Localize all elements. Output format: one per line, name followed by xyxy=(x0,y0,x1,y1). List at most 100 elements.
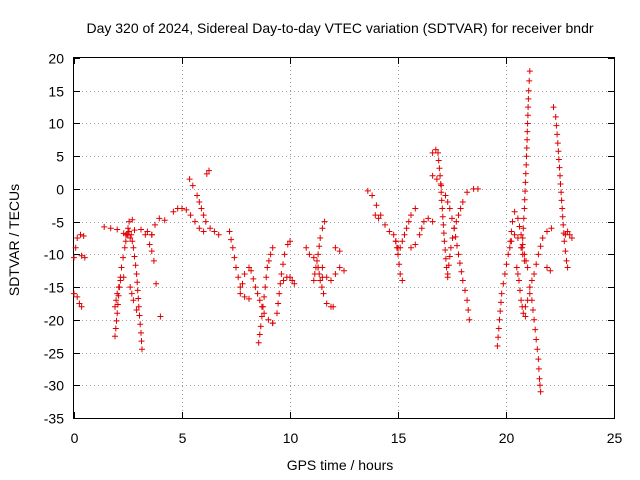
data-point xyxy=(126,228,133,235)
data-point xyxy=(317,235,324,241)
data-point xyxy=(328,277,334,284)
data-point xyxy=(547,267,554,274)
data-point xyxy=(522,170,529,177)
data-point xyxy=(408,244,414,251)
y-tick-label: 15 xyxy=(48,84,64,100)
data-point xyxy=(566,231,573,238)
data-point xyxy=(206,167,212,174)
data-point xyxy=(524,120,531,127)
data-point xyxy=(246,295,252,302)
data-point xyxy=(435,149,441,156)
data-point xyxy=(78,252,85,259)
data-point xyxy=(310,254,317,261)
data-point xyxy=(392,238,399,245)
data-point xyxy=(442,247,449,253)
data-point xyxy=(516,277,522,284)
data-point xyxy=(284,241,291,248)
data-point xyxy=(114,310,121,317)
data-point xyxy=(261,293,268,300)
data-point xyxy=(274,310,280,317)
data-point xyxy=(520,225,527,232)
data-point xyxy=(74,235,81,241)
x-tick-label: 20 xyxy=(499,430,515,446)
data-point xyxy=(332,244,339,251)
y-tick-label: -30 xyxy=(44,378,64,394)
data-point xyxy=(513,264,520,271)
data-point xyxy=(113,317,120,324)
data-point xyxy=(132,262,139,269)
data-point xyxy=(114,226,121,233)
y-axis-label: SDTVAR / TECUs xyxy=(6,184,22,296)
data-point xyxy=(544,228,550,235)
data-point xyxy=(78,303,85,310)
plot-frame xyxy=(73,57,615,419)
data-point xyxy=(425,215,432,222)
data-point xyxy=(462,287,468,294)
data-point xyxy=(455,212,462,219)
x-tick-label: 5 xyxy=(179,430,187,446)
data-point xyxy=(401,231,408,238)
data-point xyxy=(179,205,185,212)
data-point xyxy=(452,233,459,240)
data-point xyxy=(150,257,157,264)
data-point xyxy=(269,244,276,251)
data-point xyxy=(454,242,460,249)
data-point xyxy=(306,251,313,258)
data-point xyxy=(128,290,135,297)
data-point xyxy=(264,264,271,271)
data-point xyxy=(459,199,466,205)
data-point xyxy=(261,310,268,317)
data-point xyxy=(267,251,274,258)
data-point xyxy=(318,284,325,291)
data-point xyxy=(564,228,571,235)
data-point xyxy=(440,230,447,237)
data-point xyxy=(386,228,393,235)
data-point xyxy=(128,231,135,238)
data-point xyxy=(429,218,436,225)
data-point xyxy=(373,202,380,209)
data-point xyxy=(146,241,153,248)
data-point xyxy=(80,233,87,239)
data-point xyxy=(133,307,140,313)
data-point xyxy=(323,300,330,307)
data-point xyxy=(198,205,205,212)
data-point xyxy=(277,280,284,287)
data-point xyxy=(465,307,472,313)
data-point xyxy=(231,254,238,261)
data-point xyxy=(120,274,127,281)
data-point xyxy=(526,77,533,84)
data-point xyxy=(200,212,207,219)
data-point xyxy=(520,310,527,317)
data-point xyxy=(557,181,564,187)
data-point xyxy=(153,280,160,287)
data-point xyxy=(517,287,523,294)
data-point xyxy=(315,251,322,258)
data-point xyxy=(514,271,521,277)
data-point xyxy=(252,284,259,291)
data-point xyxy=(506,244,513,251)
x-tick-label: 15 xyxy=(391,430,407,446)
data-point xyxy=(449,215,455,222)
data-point xyxy=(126,218,133,225)
data-point xyxy=(511,231,518,238)
data-point xyxy=(397,271,404,277)
data-point xyxy=(446,253,453,260)
data-point xyxy=(289,277,296,284)
data-point xyxy=(395,251,401,258)
data-point xyxy=(432,146,439,153)
data-point xyxy=(526,68,533,75)
data-point xyxy=(316,243,323,250)
data-point xyxy=(131,253,138,260)
data-point xyxy=(135,295,142,302)
data-point xyxy=(528,297,535,304)
data-point xyxy=(440,221,447,228)
data-point xyxy=(474,185,481,192)
data-point xyxy=(416,231,423,238)
data-points xyxy=(71,68,575,395)
data-point xyxy=(275,300,282,307)
data-point xyxy=(535,356,542,363)
data-point xyxy=(554,131,561,138)
data-point xyxy=(321,218,328,225)
data-point xyxy=(138,226,144,233)
data-point xyxy=(555,156,562,163)
